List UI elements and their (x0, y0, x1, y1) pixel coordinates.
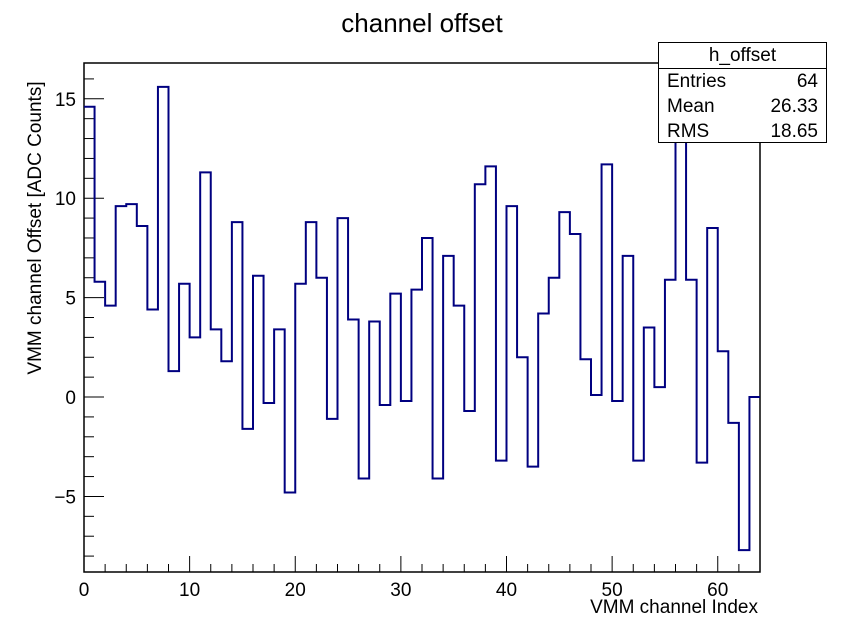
stats-box: h_offset Entries 64 Mean 26.33 RMS 18.65 (658, 42, 827, 143)
stats-mean-value: 26.33 (770, 96, 818, 117)
y-tick-label: 15 (55, 90, 76, 111)
x-tick-label: 60 (707, 580, 728, 601)
stats-mean-row: Mean 26.33 (659, 94, 826, 119)
x-tick-label: 30 (390, 580, 411, 601)
x-tick-label: 0 (79, 580, 90, 601)
y-tick-label: 0 (65, 388, 76, 409)
y-tick-label: 5 (65, 289, 76, 310)
x-axis-label: VMM channel Index (590, 597, 758, 618)
stats-mean-label: Mean (667, 96, 715, 117)
stats-entries-row: Entries 64 (659, 69, 826, 94)
y-tick-label: −5 (54, 487, 76, 508)
stats-entries-value: 64 (796, 71, 818, 92)
x-tick-label: 40 (496, 580, 517, 601)
stats-name: h_offset (659, 43, 826, 69)
x-tick-label: 50 (602, 580, 623, 601)
x-tick-label: 10 (179, 580, 200, 601)
y-tick-label: 10 (55, 189, 76, 210)
stats-rms-row: RMS 18.65 (659, 119, 826, 144)
stats-rms-value: 18.65 (770, 121, 818, 142)
stats-entries-label: Entries (667, 71, 727, 92)
y-axis-label: VMM channel Offset [ADC Counts] (25, 81, 46, 375)
chart-title: channel offset (341, 8, 503, 38)
histogram-outline (84, 85, 760, 552)
stats-rms-label: RMS (667, 121, 710, 142)
x-tick-label: 20 (285, 580, 306, 601)
